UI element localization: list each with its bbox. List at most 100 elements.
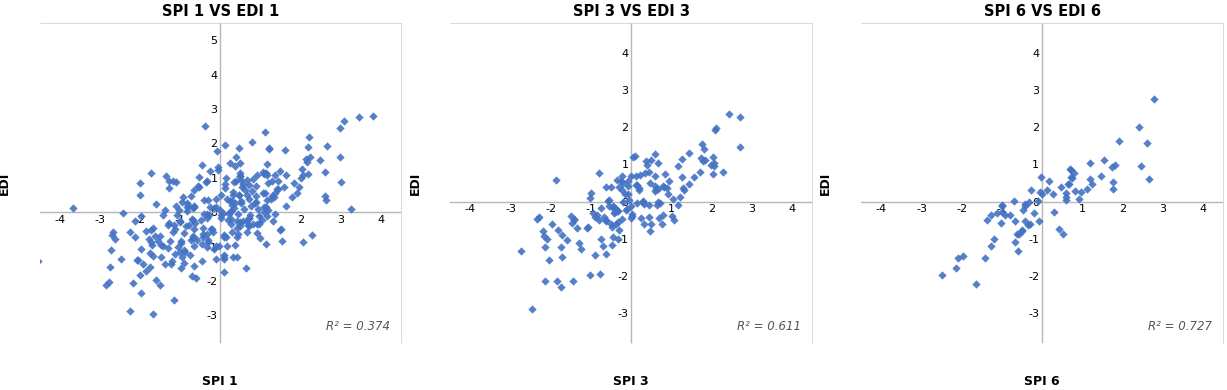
Point bbox=[1092, 173, 1112, 179]
Point bbox=[183, 216, 202, 222]
Point bbox=[211, 215, 231, 222]
Point bbox=[193, 162, 212, 168]
Point bbox=[133, 261, 152, 267]
Point bbox=[1012, 227, 1032, 234]
Point bbox=[674, 187, 693, 193]
Point bbox=[530, 213, 550, 220]
Point bbox=[1061, 167, 1081, 173]
Point bbox=[198, 211, 217, 217]
Point bbox=[632, 215, 652, 221]
Point bbox=[182, 273, 201, 280]
Point bbox=[222, 254, 242, 260]
Point bbox=[178, 208, 198, 215]
Point bbox=[674, 184, 693, 191]
Point bbox=[184, 263, 204, 269]
Point bbox=[148, 238, 168, 244]
Point bbox=[130, 179, 150, 186]
Point bbox=[1055, 190, 1075, 197]
Point bbox=[607, 219, 627, 225]
Point bbox=[226, 178, 245, 184]
Point bbox=[633, 198, 653, 204]
Point bbox=[604, 205, 623, 211]
Point bbox=[1103, 179, 1123, 185]
Point bbox=[1038, 186, 1058, 193]
Point bbox=[648, 186, 667, 193]
Point bbox=[245, 199, 265, 205]
Point bbox=[610, 227, 629, 234]
Point bbox=[1021, 187, 1040, 193]
Point bbox=[164, 297, 184, 303]
Point bbox=[175, 249, 195, 255]
Point bbox=[242, 139, 261, 145]
Point bbox=[953, 253, 973, 259]
Point bbox=[259, 207, 279, 213]
Point bbox=[612, 173, 632, 179]
Point bbox=[243, 176, 263, 183]
Point bbox=[180, 252, 200, 258]
Point bbox=[521, 306, 541, 312]
Point bbox=[991, 209, 1011, 215]
Point bbox=[1094, 157, 1114, 163]
Point bbox=[1028, 198, 1048, 204]
Point bbox=[536, 236, 556, 242]
Point bbox=[1012, 227, 1032, 233]
Point bbox=[623, 154, 643, 161]
Point bbox=[596, 217, 616, 223]
Point bbox=[193, 258, 212, 264]
Point bbox=[1052, 184, 1071, 191]
Point bbox=[719, 111, 739, 117]
Point bbox=[222, 197, 242, 204]
Point bbox=[237, 229, 256, 235]
Point bbox=[195, 123, 215, 129]
Point bbox=[1053, 231, 1072, 237]
Point bbox=[163, 178, 183, 184]
Point bbox=[249, 220, 269, 227]
Point bbox=[645, 188, 665, 194]
Point bbox=[160, 220, 179, 227]
Point bbox=[228, 192, 248, 199]
Point bbox=[151, 254, 171, 260]
Point bbox=[714, 169, 734, 176]
Point bbox=[174, 261, 194, 267]
Point bbox=[629, 187, 649, 193]
Point bbox=[639, 202, 659, 208]
Point bbox=[653, 183, 672, 189]
Point bbox=[292, 166, 312, 172]
Point bbox=[229, 145, 249, 152]
Point bbox=[229, 223, 249, 229]
Point bbox=[239, 215, 259, 221]
Point bbox=[151, 242, 171, 248]
Point bbox=[215, 232, 234, 238]
Point bbox=[567, 225, 587, 231]
Point bbox=[63, 205, 82, 211]
Point bbox=[168, 244, 188, 250]
Point bbox=[236, 187, 255, 193]
Point bbox=[206, 243, 226, 249]
Point bbox=[580, 272, 600, 278]
Point bbox=[140, 264, 160, 270]
Point bbox=[693, 145, 713, 152]
Point bbox=[227, 218, 247, 224]
Point bbox=[707, 125, 726, 131]
Point bbox=[690, 169, 709, 175]
Point bbox=[202, 229, 222, 235]
Point bbox=[665, 216, 685, 223]
Point bbox=[101, 264, 120, 270]
Point bbox=[348, 114, 368, 120]
Point bbox=[1103, 186, 1123, 192]
Point bbox=[605, 209, 625, 215]
Point bbox=[106, 236, 125, 242]
Point bbox=[512, 248, 531, 254]
Point bbox=[670, 194, 690, 200]
Point bbox=[614, 199, 633, 205]
Point bbox=[183, 232, 202, 239]
Point bbox=[199, 212, 218, 218]
Point bbox=[599, 197, 618, 203]
Point bbox=[221, 216, 240, 222]
Point bbox=[585, 214, 605, 220]
Text: EDI: EDI bbox=[820, 171, 832, 195]
Point bbox=[177, 223, 196, 230]
Point bbox=[256, 241, 276, 247]
Point bbox=[187, 237, 206, 243]
Point bbox=[1106, 162, 1125, 168]
